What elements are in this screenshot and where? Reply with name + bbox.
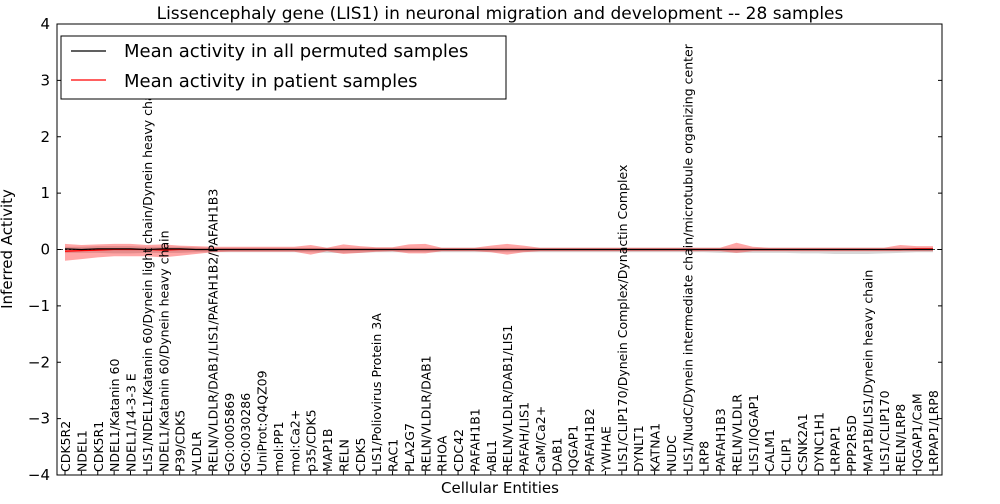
- x-tick-label: CDK5R2: [58, 421, 73, 472]
- x-tick-label: VLDLR: [189, 431, 204, 472]
- x-tick-label: CDC42: [451, 429, 466, 472]
- y-tick-label: −3: [28, 410, 50, 428]
- x-tick-label: CaM/Ca2+: [533, 406, 548, 472]
- x-tick-label: mol:Ca2+: [287, 410, 302, 472]
- y-tick-label: 2: [40, 128, 50, 146]
- x-tick-label: LIS1/Poliovirus Protein 3A: [369, 313, 384, 472]
- x-tick-label: LIS1/CLIP170: [877, 390, 892, 472]
- x-tick-label: CLIP1: [779, 437, 794, 472]
- x-tick-label: RELN/VLDLR/DAB1/LIS1: [500, 325, 515, 472]
- x-tick-label: RELN: [336, 439, 351, 472]
- x-tick-label: PAFAH1B2: [582, 408, 597, 472]
- chart-title: Lissencephaly gene (LIS1) in neuronal mi…: [157, 4, 844, 24]
- x-tick-label: IQGAP1: [566, 425, 581, 472]
- y-tick-label: 4: [40, 15, 50, 33]
- x-tick-label: PAFAH/LIS1: [517, 402, 532, 472]
- y-tick-label: −2: [28, 353, 50, 371]
- x-tick-label: CDK5R1: [91, 421, 106, 472]
- x-tick-label: PLA2G7: [402, 423, 417, 472]
- y-axis: 4 3 2 1 0 −1 −2 −3 −4: [28, 15, 942, 484]
- x-tick-label: P39/CDK5: [173, 410, 188, 472]
- x-tick-label: ABL1: [484, 440, 499, 472]
- x-tick-label: CSNK2A1: [795, 413, 810, 472]
- x-tick-label: RELN/VLDLR/DAB1/LIS1/PAFAH1B2/PAFAH1B3: [205, 189, 220, 472]
- x-tick-label: mol:PP1: [271, 421, 286, 472]
- x-tick-label: NDEL1: [74, 430, 89, 472]
- x-tick-label: NUDC: [664, 435, 679, 472]
- y-tick-label: −1: [28, 297, 50, 315]
- x-tick-label: LIS1/IQGAP1: [746, 394, 761, 472]
- x-tick-label: NDEL1/Katanin 60/Dynein heavy chain: [156, 230, 171, 472]
- x-axis-label: Cellular Entities: [441, 479, 559, 497]
- x-tick-label: IQGAP1/CaM: [910, 393, 925, 472]
- x-tick-label: PAFAH1B1: [467, 408, 482, 472]
- y-tick-label: −4: [28, 466, 50, 484]
- x-tick-label: YWHAE: [599, 426, 614, 473]
- y-tick-label: 0: [40, 241, 50, 259]
- x-tick-label: DAB1: [549, 438, 564, 473]
- x-tick-label: RAC1: [386, 439, 401, 472]
- x-tick-label: MAP1B: [320, 429, 335, 472]
- y-tick-label: 3: [40, 71, 50, 89]
- x-tick-label: LIS1/CLIP170/Dynein Complex/Dynactin Com…: [615, 165, 630, 472]
- legend-box: [60, 35, 507, 100]
- x-tick-label: RELN/VLDLR/DAB1: [418, 355, 433, 472]
- x-tick-label: DYNLT1: [631, 425, 646, 472]
- x-tick-label: p35/CDK5: [304, 409, 319, 472]
- band-series-1: [65, 242, 933, 261]
- x-tick-label: RELN/LRP8: [893, 404, 908, 472]
- x-tick-label: DYNC1H1: [811, 412, 826, 472]
- legend: Mean activity in all permuted samples Me…: [60, 35, 507, 100]
- x-tick-label: LRP8: [697, 441, 712, 472]
- legend-label-patient: Mean activity in patient samples: [124, 71, 418, 92]
- x-tick-label: LRPAP1/LRP8: [926, 390, 941, 472]
- x-tick-label: GO:0005869: [222, 393, 237, 472]
- x-tick-label: LIS1/NDEL1/Katanin 60/Dynein light chain…: [140, 82, 155, 472]
- series-line-0: [64, 248, 933, 251]
- plot-area: [57, 242, 942, 261]
- x-tick-label: GO:0030286: [238, 393, 253, 472]
- x-tick-label: LRPAP1: [828, 426, 843, 472]
- x-tick-label: PPP2R5D: [844, 415, 859, 472]
- x-tick-label: NDEL1/Katanin 60: [107, 359, 122, 472]
- x-tick-labels: CDK5R2 NDEL1 CDK5R1 NDEL1/Katanin 60 NDEL1/1…: [58, 43, 941, 475]
- x-tick-label: KATNA1: [648, 423, 663, 472]
- x-tick-label: NDEL1/14-3-3 E: [124, 373, 139, 472]
- x-tick-label: RELN/VLDLR: [730, 394, 745, 472]
- y-tick-label: 1: [40, 184, 50, 202]
- y-axis-label: Inferred Activity: [0, 189, 16, 309]
- legend-label-permuted: Mean activity in all permuted samples: [124, 41, 468, 62]
- x-tick-label: CALM1: [762, 429, 777, 472]
- x-tick-label: RHOA: [435, 435, 450, 472]
- x-tick-label: UniProt:Q4QZ09: [255, 370, 270, 472]
- x-tick-label: CDK5: [353, 437, 368, 472]
- x-tick-label: LIS1/NudC/Dynein intermediate chain/micr…: [680, 43, 695, 472]
- x-tick-label: MAP1B/LIS1/Dynein heavy chain: [861, 270, 876, 472]
- x-tick-label: PAFAH1B3: [713, 408, 728, 472]
